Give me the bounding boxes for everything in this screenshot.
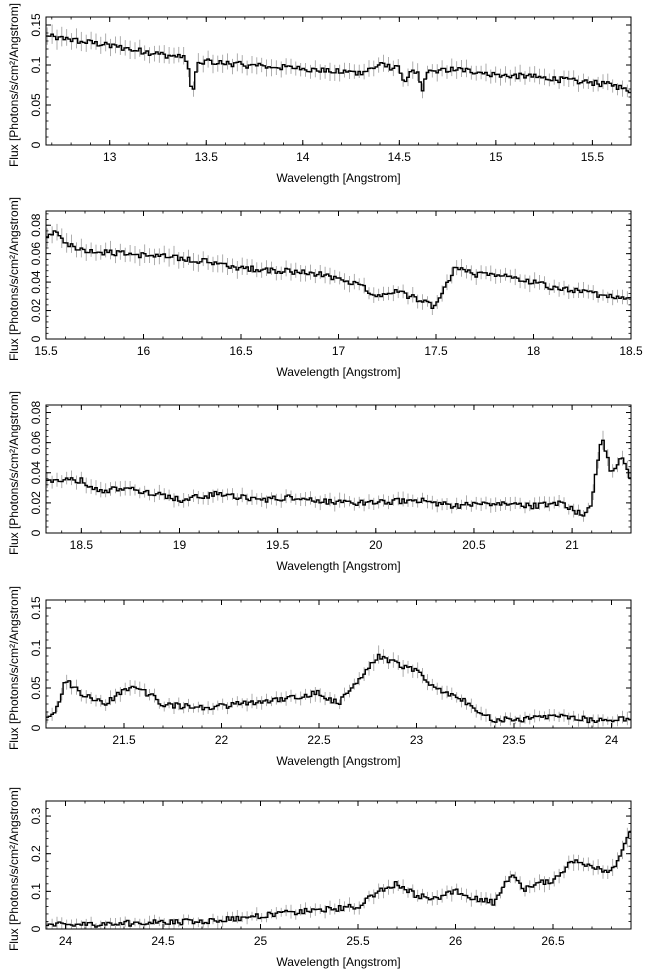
spectrum-line [46, 230, 631, 309]
y-tick-label: 0 [29, 925, 43, 932]
chart-panel-1: 13 13.5 14 14.5 15 15.5 0 0.05 0.1 0.15 Wavelength… [7, 3, 632, 185]
y-axis-label: Flux [Photons/s/cm²/Angstrom] [7, 391, 21, 555]
y-tick-label: 0.1 [29, 56, 43, 73]
x-tick-label: 15.5 [581, 150, 605, 164]
plot-frame [45, 16, 632, 146]
x-tick-label: 25.5 [346, 934, 370, 948]
y-tick-label: 0 [29, 724, 43, 731]
y-tick-label: 0.05 [29, 676, 43, 700]
x-tick-label: 22 [215, 733, 229, 747]
y-tick-label: 0.08 [29, 213, 43, 237]
x-axis-label: Wavelength [Angstrom] [276, 171, 400, 185]
x-tick-label: 21.5 [112, 733, 136, 747]
x-tick-label: 17.5 [424, 344, 448, 358]
spectrum-line [46, 653, 631, 724]
x-tick-label: 25 [254, 934, 268, 948]
error-bars [46, 827, 628, 929]
x-tick-label: 16.5 [229, 344, 253, 358]
spectrum-line [46, 831, 631, 928]
error-bars [46, 223, 628, 315]
x-tick-label: 14 [296, 150, 310, 164]
y-tick-label: 0.15 [29, 596, 43, 620]
y-tick-label: 0.02 [29, 299, 43, 323]
spectrum-line [46, 439, 631, 517]
x-tick-label: 13 [103, 150, 117, 164]
x-tick-label: 24 [605, 733, 619, 747]
y-tick-label: 0.2 [29, 845, 43, 862]
x-axis-label: Wavelength [Angstrom] [276, 955, 400, 969]
plot-frame [45, 599, 632, 729]
x-tick-label: 24.5 [151, 934, 175, 948]
chart-panel-3: 18.5 19 19.5 20 20.5 21 0 0.02 0.04 0.06 0.08 Wavel… [7, 391, 632, 573]
x-tick-label: 22.5 [307, 733, 331, 747]
y-tick-label: 0.05 [29, 93, 43, 117]
chart-panel-2: 15.5 16 16.5 17 17.5 18 18.5 0 0.02 0.04 0.06 0.08 W… [7, 197, 643, 379]
y-tick-label: 0.02 [29, 491, 43, 515]
x-tick-label: 18 [527, 344, 541, 358]
chart-panel-4: 21.5 22 22.5 23 23.5 24 0 0.05 0.1 0.15 Wavelength… [7, 586, 632, 768]
y-axis-label: Flux [Photons/s/cm²/Angstrom] [7, 197, 21, 361]
x-tick-label: 15.5 [34, 344, 58, 358]
x-tick-label: 24 [59, 934, 73, 948]
y-tick-label: 0.06 [29, 431, 43, 455]
x-tick-label: 20.5 [462, 538, 486, 552]
x-tick-label: 15 [489, 150, 503, 164]
x-tick-label: 17 [332, 344, 346, 358]
x-tick-label: 20 [369, 538, 383, 552]
y-tick-label: 0.1 [29, 639, 43, 656]
plot-frame [45, 404, 632, 534]
x-tick-label: 14.5 [388, 150, 412, 164]
y-tick-label: 0.04 [29, 461, 43, 485]
x-tick-label: 26.5 [541, 934, 565, 948]
x-tick-label: 18.5 [619, 344, 643, 358]
y-tick-label: 0.04 [29, 270, 43, 294]
error-bars [46, 24, 628, 99]
y-tick-label: 0.06 [29, 242, 43, 266]
y-axis-label: Flux [Photons/s/cm²/Angstrom] [7, 586, 21, 750]
y-tick-label: 0.15 [29, 13, 43, 37]
x-tick-label: 23 [410, 733, 424, 747]
y-tick-label: 0 [29, 335, 43, 342]
x-axis-label: Wavelength [Angstrom] [276, 754, 400, 768]
y-axis-label: Flux [Photons/s/cm²/Angstrom] [7, 3, 21, 167]
x-axis-label: Wavelength [Angstrom] [276, 365, 400, 379]
plot-frame [45, 210, 632, 340]
x-tick-label: 21 [565, 538, 579, 552]
x-tick-label: 23.5 [502, 733, 526, 747]
y-axis-label: Flux [Photons/s/cm²/Angstrom] [7, 787, 21, 951]
spectrum-line [46, 33, 631, 94]
x-tick-label: 13.5 [195, 150, 219, 164]
x-tick-label: 19.5 [266, 538, 290, 552]
x-tick-label: 16 [137, 344, 151, 358]
x-tick-label: 18.5 [70, 538, 94, 552]
chart-panel-5: 24 24.5 25 25.5 26 26.5 0 0.1 0.2 0.3 Wavelength [… [7, 787, 632, 969]
x-tick-label: 19 [173, 538, 187, 552]
y-tick-label: 0.08 [29, 401, 43, 425]
error-bars [46, 430, 628, 522]
y-tick-label: 0.3 [29, 807, 43, 824]
y-tick-label: 0.1 [29, 883, 43, 900]
y-tick-label: 0 [29, 141, 43, 148]
x-axis-label: Wavelength [Angstrom] [276, 559, 400, 573]
y-tick-label: 0 [29, 529, 43, 536]
x-tick-label: 26 [449, 934, 463, 948]
